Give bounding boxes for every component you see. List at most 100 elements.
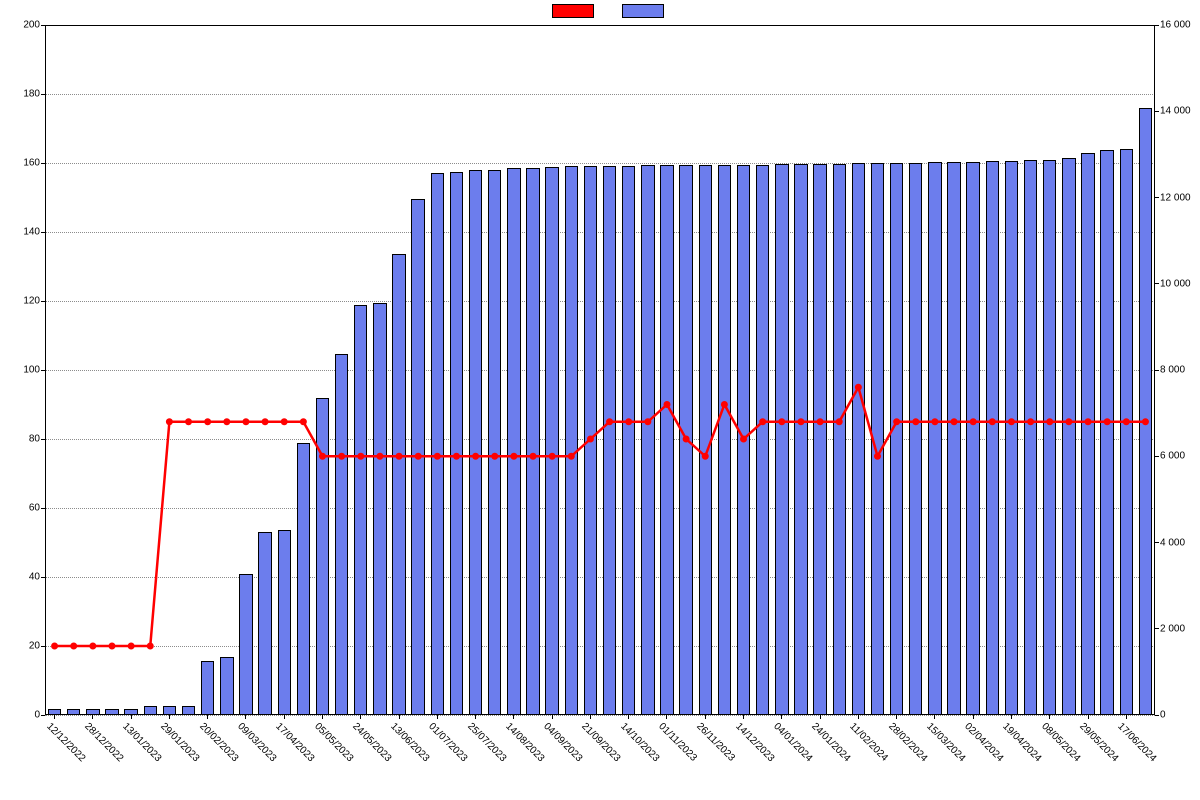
y-right-tick-label: 4 000 [1160,537,1200,548]
y-right-tick [1155,715,1159,716]
x-tick-label: 12/12/2022 [44,721,87,764]
x-tick [820,715,821,719]
y-left-tick [41,301,45,302]
y-left-tick-label: 60 [0,503,40,514]
x-tick [1126,715,1127,719]
x-tick [131,715,132,719]
x-tick-label: 24/01/2024 [809,721,852,764]
x-tick [437,715,438,719]
line-marker [893,418,900,425]
y-right-tick-label: 0 [1160,710,1200,721]
line-series [45,25,1155,715]
y-right-tick-label: 12 000 [1160,192,1200,203]
x-tick-label: 14/08/2023 [503,721,546,764]
x-tick-label: 13/06/2023 [388,721,431,764]
x-tick [666,715,667,719]
line-marker [663,401,670,408]
line-marker [778,418,785,425]
x-tick [781,715,782,719]
y-left-tick [41,577,45,578]
x-tick-label: 28/02/2024 [886,721,929,764]
line-marker [970,418,977,425]
line-marker [530,453,537,460]
line-marker [166,418,173,425]
line-marker [491,453,498,460]
line-marker [434,453,441,460]
x-tick-label: 02/04/2024 [962,721,1005,764]
legend-swatch-line [552,4,594,18]
y-right-tick-label: 10 000 [1160,278,1200,289]
y-left-tick-label: 0 [0,710,40,721]
line-marker [817,418,824,425]
x-tick-label: 09/03/2023 [235,721,278,764]
y-right-tick-label: 16 000 [1160,20,1200,31]
y-right-tick [1155,283,1159,284]
line-marker [1085,418,1092,425]
x-tick [552,715,553,719]
line-marker [912,418,919,425]
y-left-tick [41,508,45,509]
x-tick [360,715,361,719]
line-marker [453,453,460,460]
x-tick [475,715,476,719]
y-left-tick [41,25,45,26]
x-tick [399,715,400,719]
x-tick [1088,715,1089,719]
y-left-tick-label: 180 [0,89,40,100]
line-marker [740,436,747,443]
line-marker [1046,418,1053,425]
line-marker [1008,418,1015,425]
x-tick-label: 19/04/2024 [1001,721,1044,764]
line-marker [759,418,766,425]
x-tick [284,715,285,719]
y-left-tick [41,646,45,647]
x-tick-label: 29/05/2024 [1077,721,1120,764]
gridline [45,715,1155,717]
x-tick-label: 01/07/2023 [427,721,470,764]
line-marker [262,418,269,425]
x-tick [513,715,514,719]
x-tick [92,715,93,719]
x-tick-label: 01/11/2023 [656,721,699,764]
y-left-tick-label: 140 [0,227,40,238]
line-marker [644,418,651,425]
y-left-tick-label: 100 [0,365,40,376]
line-marker [1123,418,1130,425]
y-right-tick [1155,370,1159,371]
x-tick [858,715,859,719]
line-marker [989,418,996,425]
x-tick [590,715,591,719]
line-marker [128,643,135,650]
line-marker [1065,418,1072,425]
x-tick [934,715,935,719]
line-marker [357,453,364,460]
line-marker [376,453,383,460]
y-left-tick [41,715,45,716]
x-tick-label: 24/05/2023 [350,721,393,764]
line-marker [836,418,843,425]
line-marker [549,453,556,460]
x-tick-label: 11/02/2024 [848,721,891,764]
x-tick-label: 13/01/2023 [120,721,163,764]
x-tick [1049,715,1050,719]
x-tick-label: 20/02/2023 [197,721,240,764]
x-tick-label: 15/03/2024 [924,721,967,764]
line-marker [931,418,938,425]
x-tick-label: 25/07/2023 [465,721,508,764]
line-marker [625,418,632,425]
y-left-tick [41,232,45,233]
line-marker [89,643,96,650]
y-left-tick-label: 120 [0,296,40,307]
line-marker [1104,418,1111,425]
line-marker [510,453,517,460]
x-tick [207,715,208,719]
x-tick [628,715,629,719]
line-path [55,387,1146,646]
line-marker [587,436,594,443]
line-marker [683,436,690,443]
line-marker [721,401,728,408]
line-marker [185,418,192,425]
y-right-tick [1155,197,1159,198]
line-marker [300,418,307,425]
y-left-tick [41,370,45,371]
